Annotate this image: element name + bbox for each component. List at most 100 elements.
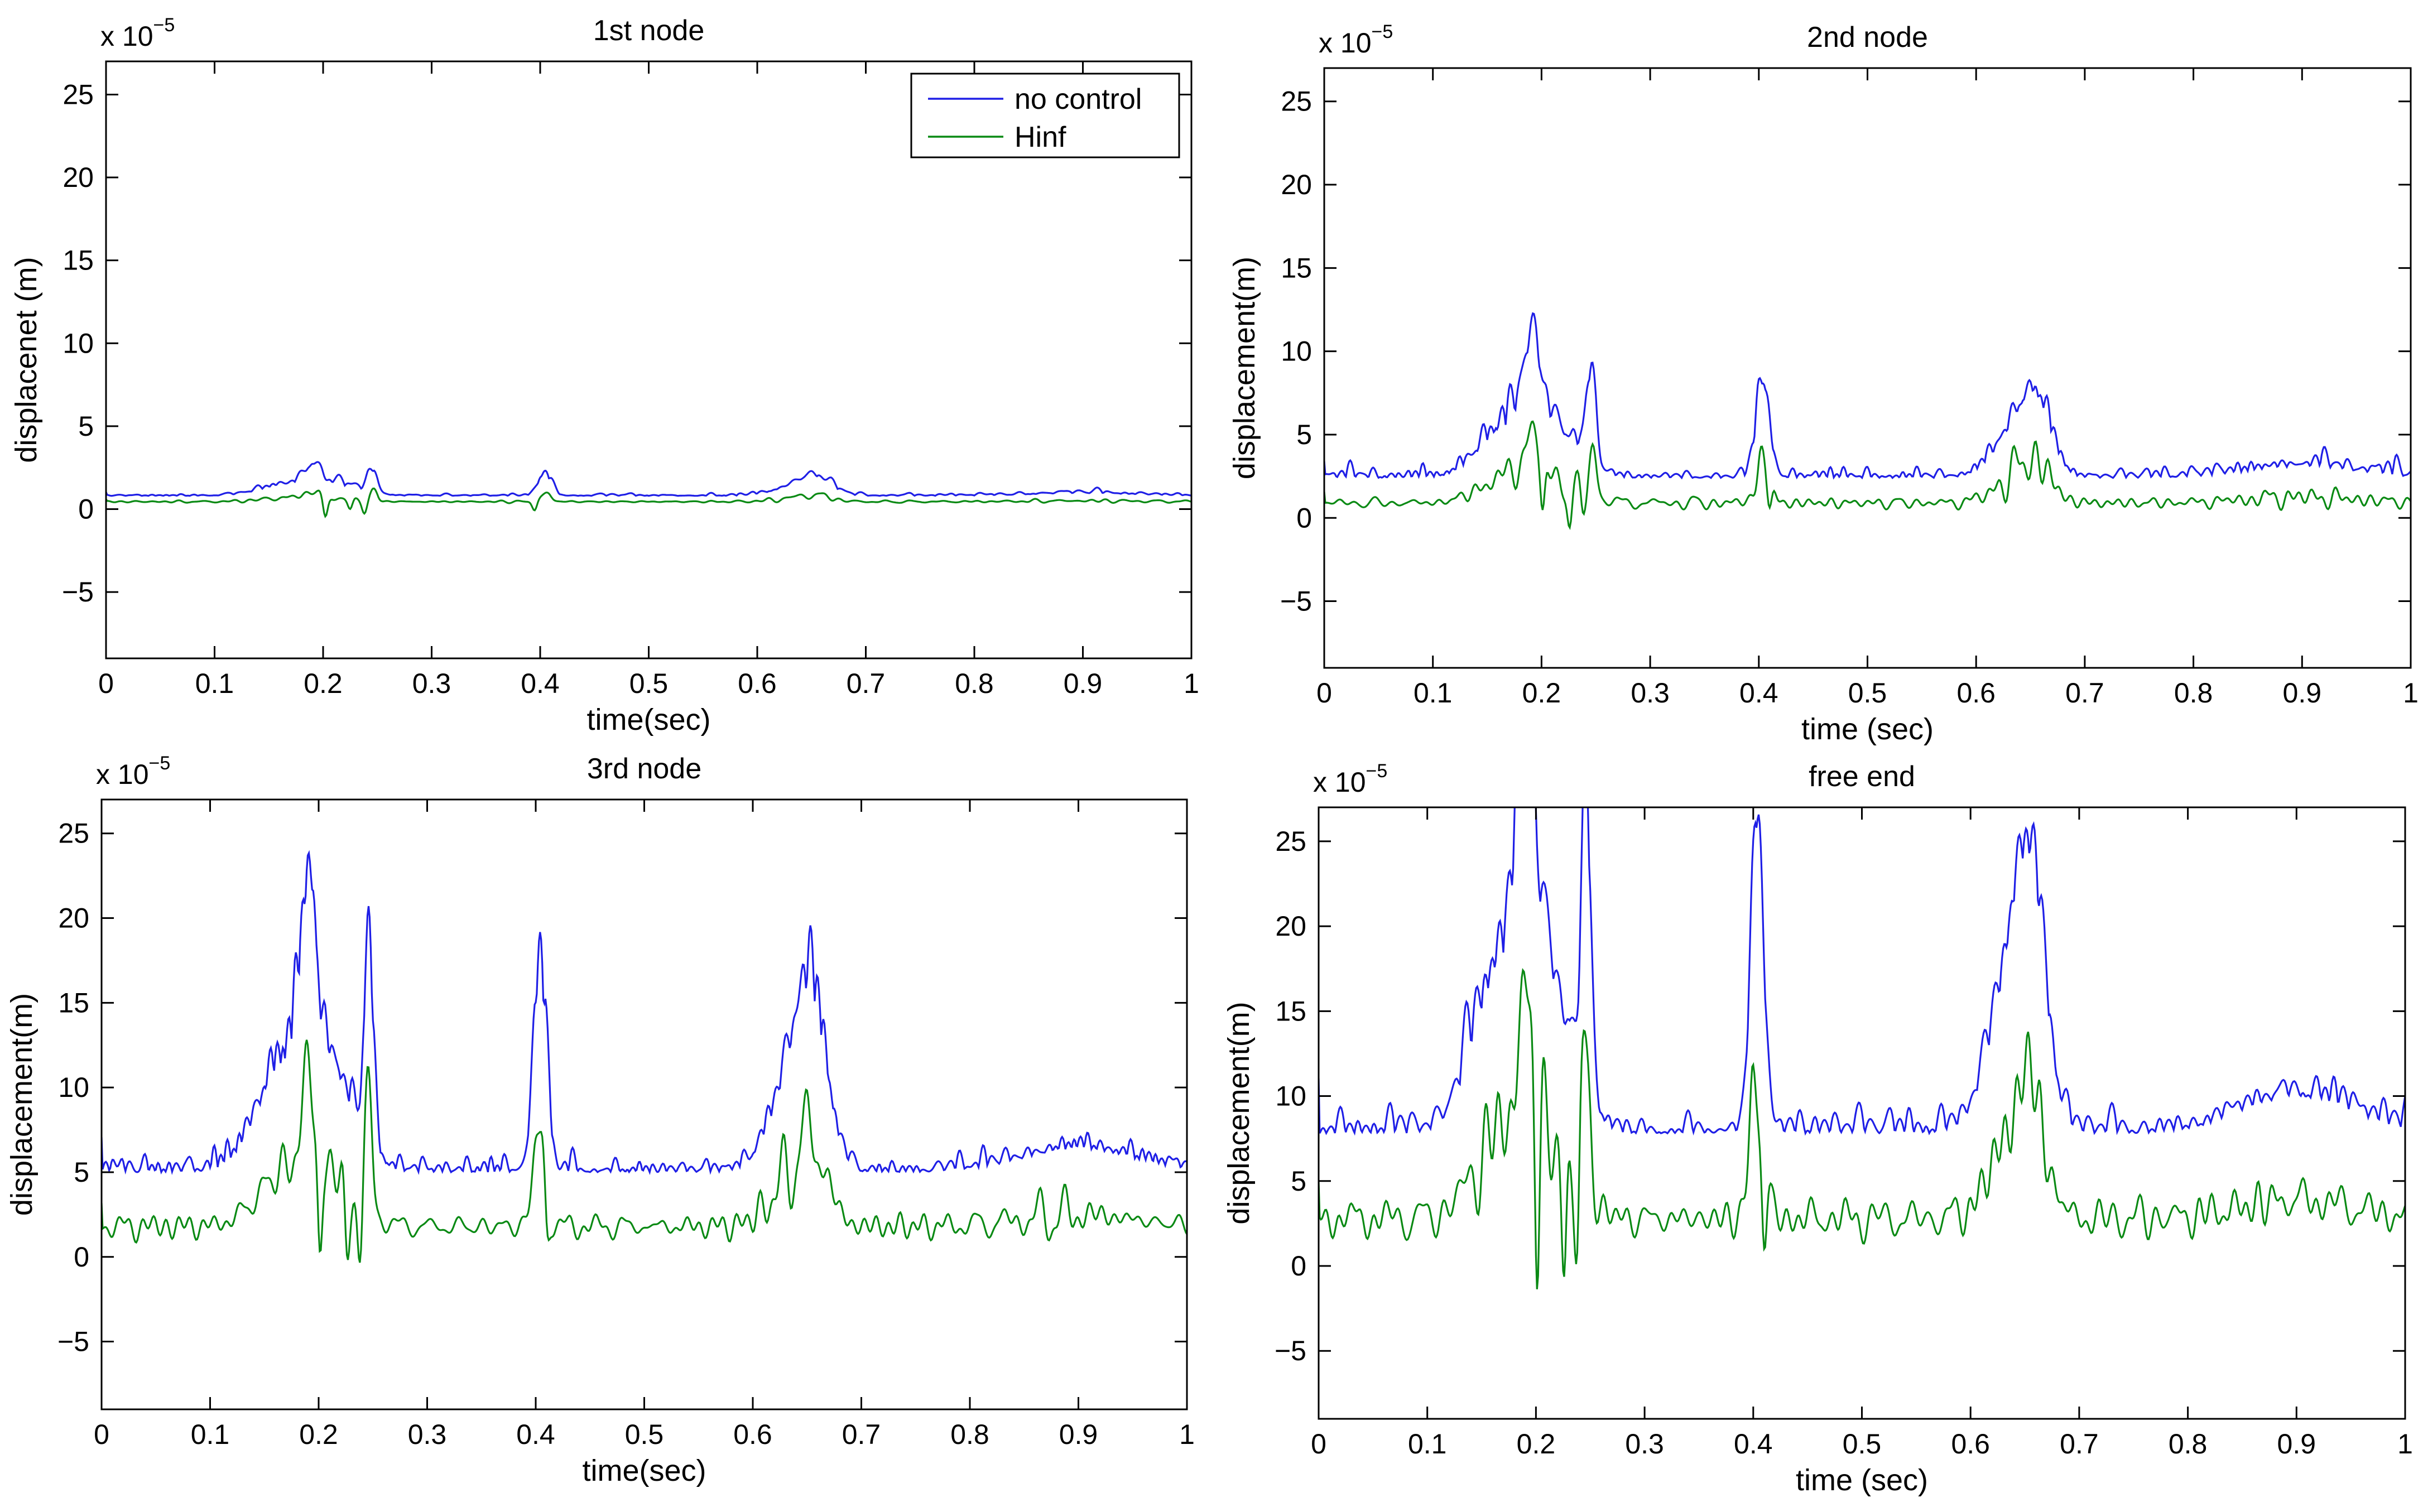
y-tick-label: 20 xyxy=(58,903,89,934)
x-tick-label: 0.9 xyxy=(1064,668,1103,699)
y-tick-label: 15 xyxy=(63,245,94,276)
x-tick-label: 0.2 xyxy=(1522,677,1561,709)
x-tick-label: 0 xyxy=(1316,677,1332,709)
y-tick-label: 0 xyxy=(1291,1250,1306,1282)
y-tick-label: −5 xyxy=(1280,586,1312,617)
x-tick-label: 0.5 xyxy=(625,1419,664,1450)
chart-title: 2nd node xyxy=(1807,21,1928,54)
x-tick-label: 0.7 xyxy=(2065,677,2104,709)
x-tick-label: 0.8 xyxy=(950,1419,989,1450)
series-line-hinf xyxy=(1324,420,2411,530)
series-line-no-control xyxy=(1319,807,2405,1136)
y-tick-label: 20 xyxy=(1281,169,1312,200)
y-tick-label: 5 xyxy=(1296,419,1312,450)
y-tick-label: 25 xyxy=(1281,86,1312,117)
y-axis-label: displacenet (m) xyxy=(9,257,43,463)
y-tick-label: 15 xyxy=(1275,995,1306,1027)
y-tick-label: −5 xyxy=(62,576,94,608)
x-tick-label: 0.5 xyxy=(1843,1428,1882,1460)
y-tick-label: 5 xyxy=(78,411,94,442)
x-tick-label: 1 xyxy=(2397,1428,2413,1460)
y-tick-label: −5 xyxy=(1275,1335,1306,1366)
y-tick-label: 25 xyxy=(58,818,89,849)
x-tick-label: 0.4 xyxy=(1734,1428,1773,1460)
y-exponent-label: x 10−5 xyxy=(100,15,175,52)
y-tick-label: 10 xyxy=(63,328,94,359)
x-tick-label: 0.9 xyxy=(2283,677,2322,709)
y-axis-label: displacement(m) xyxy=(1222,1001,1256,1224)
x-tick-label: 0.1 xyxy=(191,1419,230,1450)
y-tick-label: 20 xyxy=(63,162,94,193)
x-tick-label: 0 xyxy=(98,668,114,699)
x-tick-label: 0.3 xyxy=(1625,1428,1664,1460)
legend: no control Hinf xyxy=(910,73,1180,158)
y-tick-label: −5 xyxy=(57,1326,89,1357)
x-tick-label: 0.3 xyxy=(408,1419,447,1450)
x-tick-label: 0.2 xyxy=(304,668,343,699)
x-tick-label: 0.6 xyxy=(733,1419,772,1450)
y-axis-label: displacement(m) xyxy=(1228,257,1261,479)
series-line-hinf xyxy=(1319,967,2405,1289)
y-exponent-label: x 10−5 xyxy=(1319,21,1393,59)
x-tick-label: 0.1 xyxy=(195,668,234,699)
x-tick-label: 0.7 xyxy=(847,668,886,699)
y-tick-label: 5 xyxy=(1291,1166,1306,1197)
y-tick-label: 0 xyxy=(74,1241,89,1273)
x-tick-label: 0.5 xyxy=(629,668,669,699)
y-tick-label: 10 xyxy=(1275,1081,1306,1112)
x-axis-label: time (sec) xyxy=(1796,1463,1928,1497)
x-tick-label: 0 xyxy=(1311,1428,1326,1460)
y-tick-label: 0 xyxy=(1296,502,1312,533)
x-tick-label: 0.7 xyxy=(2060,1428,2099,1460)
x-tick-label: 0.4 xyxy=(516,1419,555,1450)
series-line-no-control xyxy=(106,461,1191,497)
x-tick-label: 0.2 xyxy=(299,1419,338,1450)
x-tick-label: 0.8 xyxy=(955,668,994,699)
x-tick-label: 0.6 xyxy=(1956,677,1996,709)
y-tick-label: 15 xyxy=(1281,252,1312,283)
series-line-hinf xyxy=(102,1039,1187,1263)
series-line-hinf xyxy=(106,487,1191,518)
x-tick-label: 1 xyxy=(1179,1419,1195,1450)
chart-title: free end xyxy=(1809,760,1915,793)
x-tick-label: 0.9 xyxy=(2277,1428,2316,1460)
x-axis-label: time(sec) xyxy=(586,703,710,736)
series-line-no-control xyxy=(102,850,1187,1176)
x-tick-label: 0.5 xyxy=(1848,677,1887,709)
x-tick-label: 0.1 xyxy=(1408,1428,1447,1460)
y-tick-label: 5 xyxy=(74,1157,89,1188)
legend-label: no control xyxy=(1015,83,1142,115)
chart-title: 1st node xyxy=(593,15,705,47)
x-tick-label: 0.4 xyxy=(1739,677,1778,709)
x-tick-label: 0.8 xyxy=(2174,677,2213,709)
x-tick-label: 0.8 xyxy=(2169,1428,2208,1460)
x-tick-label: 1 xyxy=(2403,677,2419,709)
y-tick-label: 0 xyxy=(78,494,94,525)
y-tick-label: 15 xyxy=(58,987,89,1018)
x-tick-label: 0.6 xyxy=(738,668,777,699)
y-tick-label: 10 xyxy=(1281,336,1312,367)
x-tick-label: 0.3 xyxy=(1631,677,1670,709)
x-tick-label: 0.9 xyxy=(1059,1419,1098,1450)
y-tick-label: 20 xyxy=(1275,911,1306,942)
x-tick-label: 0.2 xyxy=(1517,1428,1556,1460)
x-tick-label: 0.1 xyxy=(1414,677,1453,709)
y-tick-label: 25 xyxy=(63,79,94,110)
x-axis-label: time (sec) xyxy=(1801,712,1934,746)
y-exponent-label: x 10−5 xyxy=(1313,760,1387,798)
x-tick-label: 0.4 xyxy=(521,668,560,699)
x-tick-label: 0 xyxy=(94,1419,109,1450)
chart-title: 3rd node xyxy=(587,753,701,785)
y-tick-label: 25 xyxy=(1275,826,1306,857)
x-tick-label: 0.7 xyxy=(842,1419,881,1450)
x-axis-label: time(sec) xyxy=(582,1454,706,1487)
x-tick-label: 0.3 xyxy=(412,668,451,699)
y-exponent-label: x 10−5 xyxy=(96,753,170,790)
x-tick-label: 1 xyxy=(1184,668,1199,699)
legend-box xyxy=(910,73,1180,158)
